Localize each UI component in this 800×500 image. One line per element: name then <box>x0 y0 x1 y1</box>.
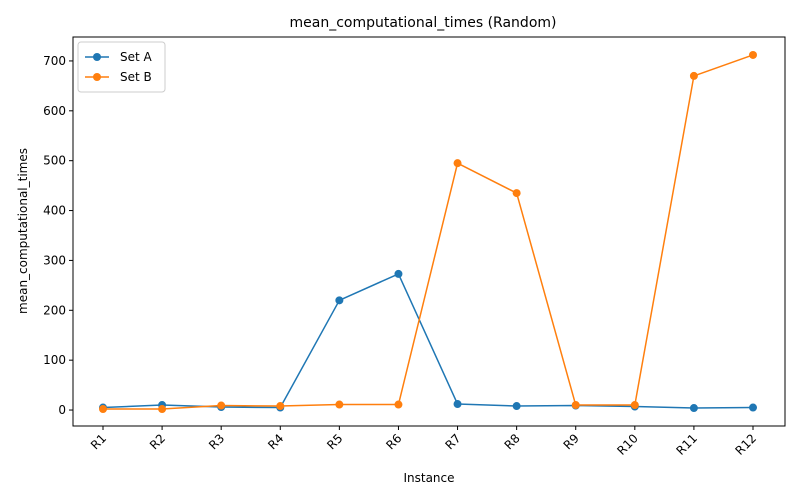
data-point <box>394 269 403 278</box>
data-point <box>630 401 639 410</box>
data-point <box>335 296 344 305</box>
series-layer <box>99 50 757 414</box>
y-tick-label: 200 <box>43 303 66 317</box>
data-point <box>512 189 521 198</box>
x-axis-title: Instance <box>403 471 454 485</box>
chart-title: mean_computational_times (Random) <box>290 15 557 31</box>
y-axis: 0 100 200 300 400 500 600 700 <box>43 54 73 417</box>
data-point <box>453 159 462 168</box>
series-set-b <box>99 50 757 414</box>
data-point <box>99 405 107 414</box>
y-axis-title: mean_computational_times <box>16 148 30 314</box>
data-point <box>689 404 698 413</box>
data-point <box>453 400 462 409</box>
y-tick-label: 600 <box>43 104 66 118</box>
y-tick-label: 100 <box>43 353 66 367</box>
data-point <box>512 402 521 411</box>
legend-entry: Set A <box>85 50 153 64</box>
data-point <box>158 405 167 414</box>
legend-label: Set B <box>120 70 152 84</box>
data-point <box>276 402 285 411</box>
legend: Set A Set B <box>77 41 166 93</box>
series-line <box>103 54 754 410</box>
plot-frame <box>72 36 786 427</box>
y-tick-label: 500 <box>43 154 66 168</box>
data-point <box>217 401 226 410</box>
data-point <box>749 50 757 59</box>
y-tick-label: 300 <box>43 253 66 267</box>
legend-entry: Set B <box>85 70 152 84</box>
legend-label: Set A <box>120 50 153 64</box>
data-point <box>394 400 403 409</box>
legend-marker <box>93 53 101 61</box>
y-tick-label: 700 <box>43 54 66 68</box>
data-point <box>335 400 344 409</box>
y-tick-label: 400 <box>43 204 66 218</box>
data-point <box>689 71 698 80</box>
legend-marker <box>93 73 101 81</box>
y-tick-label: 0 <box>58 403 66 417</box>
data-point <box>749 403 757 412</box>
data-point <box>571 401 580 410</box>
